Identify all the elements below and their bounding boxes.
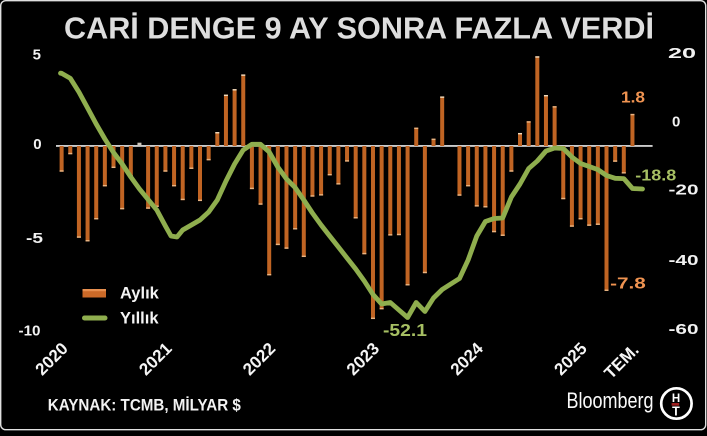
svg-text:CARİ DENGE 9 AY SONRA FAZLA VE: CARİ DENGE 9 AY SONRA FAZLA VERDİ xyxy=(64,12,654,46)
svg-text:KAYNAK: TCMB, MİLYAR $: KAYNAK: TCMB, MİLYAR $ xyxy=(48,396,241,414)
svg-text:T: T xyxy=(672,405,680,419)
svg-text:-10: -10 xyxy=(19,322,41,339)
svg-text:-60: -60 xyxy=(669,321,699,338)
svg-text:-52.1: -52.1 xyxy=(383,320,427,340)
svg-text:-20: -20 xyxy=(669,182,699,199)
svg-text:20: 20 xyxy=(668,45,696,62)
svg-text:-7.8: -7.8 xyxy=(610,276,646,293)
svg-text:-5: -5 xyxy=(26,230,43,247)
svg-text:1.8: 1.8 xyxy=(621,90,645,107)
svg-text:Aylık: Aylık xyxy=(120,284,160,302)
svg-text:-40: -40 xyxy=(669,252,699,269)
svg-text:Yıllık: Yıllık xyxy=(120,310,159,328)
svg-text:Bloomberg: Bloomberg xyxy=(567,388,654,413)
svg-text:0: 0 xyxy=(33,136,41,153)
svg-text:H: H xyxy=(672,393,680,405)
svg-text:-18.8: -18.8 xyxy=(635,167,676,184)
svg-text:5: 5 xyxy=(33,47,41,64)
svg-text:0: 0 xyxy=(672,114,680,131)
